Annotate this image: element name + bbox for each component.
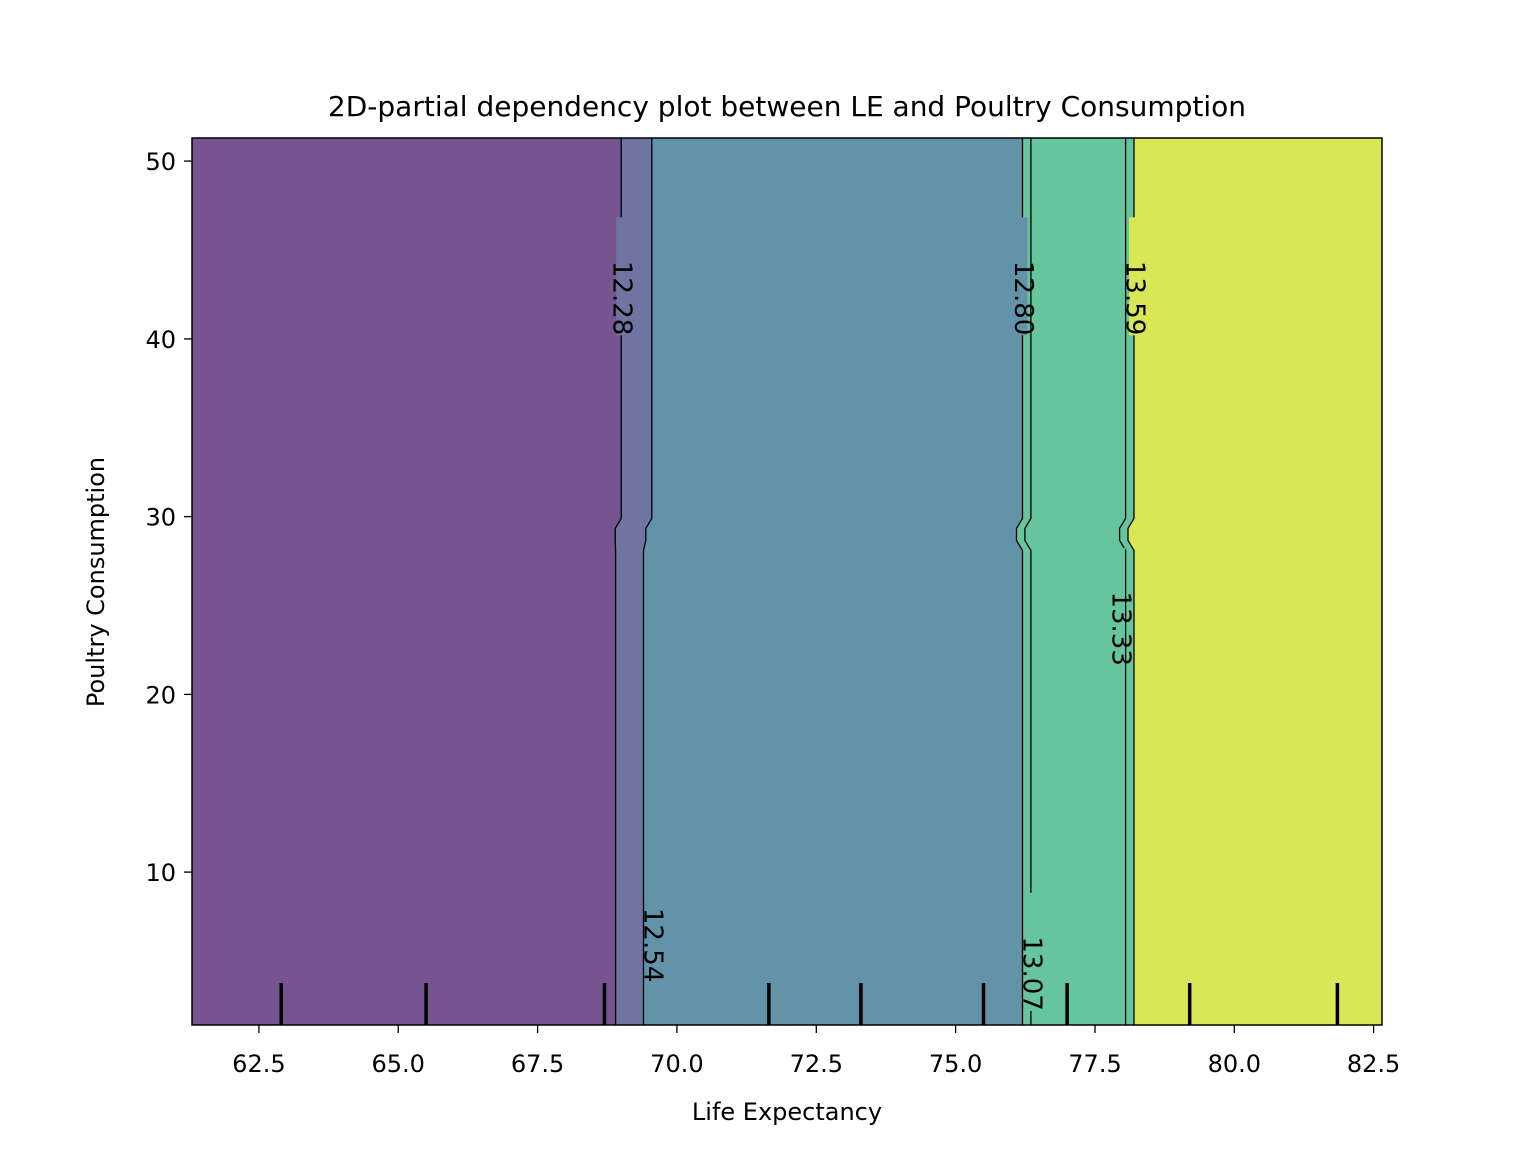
contour-lines: [614, 138, 1135, 1025]
chart-title: 2D-partial dependency plot between LE an…: [328, 90, 1246, 123]
x-tick-label: 70.0: [650, 1050, 703, 1078]
decile-marks: [279, 983, 1340, 1025]
contour-label: 13.07: [1016, 936, 1046, 1010]
x-tick-label: 80.0: [1208, 1050, 1261, 1078]
contour-line: [1127, 138, 1135, 1025]
contour-band: [643, 137, 1023, 1026]
contour-label: 12.80: [1008, 261, 1038, 335]
contour-line: [1024, 138, 1032, 1025]
contour-line: [614, 138, 622, 1025]
contour-label: 12.54: [637, 908, 667, 982]
contour-label-gap: [616, 217, 627, 336]
contour-labels: 12.28 12.54 12.80 13.07 13.33 13.59: [607, 217, 1150, 1011]
x-tick-label: 82.5: [1347, 1050, 1400, 1078]
x-axis-label: Life Expectancy: [692, 1098, 882, 1126]
contour-line: [1118, 138, 1127, 1025]
x-tick-label: 75.0: [929, 1050, 982, 1078]
contour-line: [642, 138, 653, 1025]
contour-label: 13.33: [1106, 591, 1136, 665]
y-tick-label: 10: [145, 859, 176, 887]
contour-label-gap: [1115, 547, 1125, 666]
contour-band: [1127, 137, 1383, 1026]
x-tick-label: 65.0: [371, 1050, 424, 1078]
y-axis-label: Poultry Consumption: [82, 457, 110, 707]
contour-line: [1015, 138, 1024, 1025]
y-tick-label: 30: [145, 504, 176, 532]
contour-label: 13.59: [1120, 261, 1150, 335]
x-tick-label: 67.5: [511, 1050, 564, 1078]
contour-label-gap: [1025, 892, 1036, 1011]
y-tick-label: 20: [145, 681, 176, 709]
contour-label-gap: [1129, 217, 1139, 336]
x-tick-label: 72.5: [790, 1050, 843, 1078]
y-tick-label: 40: [145, 326, 176, 354]
contour-band: [191, 137, 622, 1026]
y-axis: 10 20 30 40 50: [145, 148, 192, 887]
contour-label: 12.28: [607, 261, 637, 335]
contour-label-gap: [1017, 217, 1028, 336]
plot-frame: [191, 137, 1383, 1026]
x-tick-label: 77.5: [1068, 1050, 1121, 1078]
contour-label-gap: [646, 864, 657, 983]
x-axis: 62.5 65.0 67.5 70.0 72.5 75.0 77.5 80.0 82.5: [232, 1025, 1400, 1078]
contour-bands: [191, 137, 1383, 1026]
x-tick-label: 62.5: [232, 1050, 285, 1078]
y-tick-label: 50: [145, 148, 176, 176]
